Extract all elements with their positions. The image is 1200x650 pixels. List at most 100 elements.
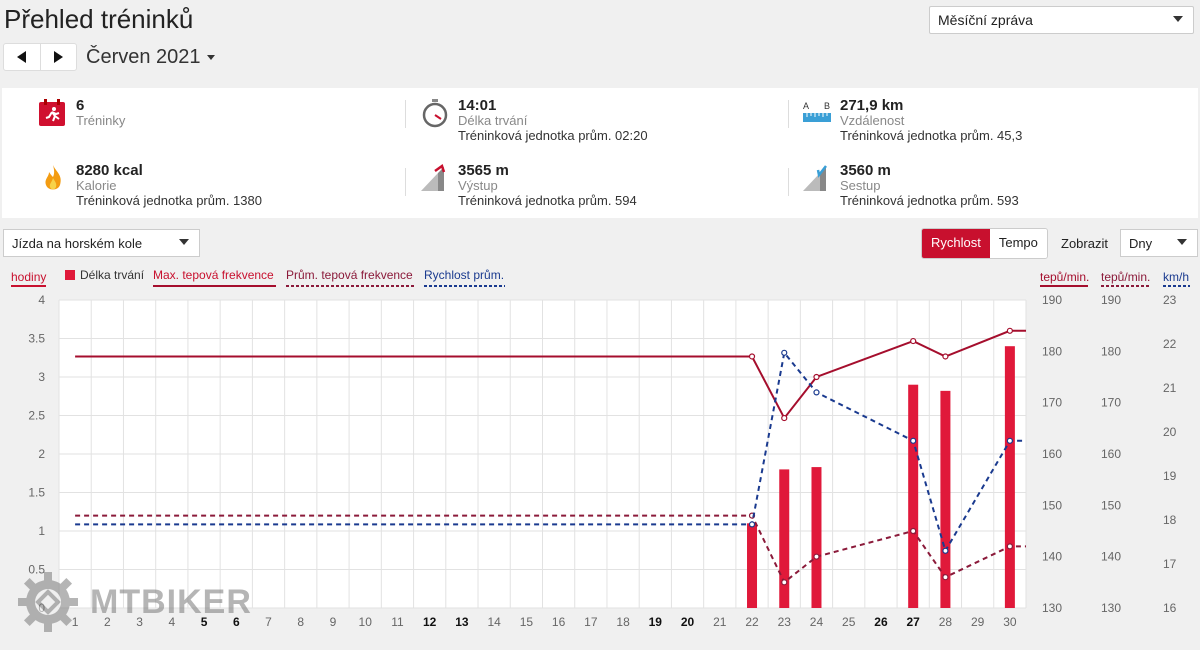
- divider: [405, 168, 406, 196]
- divider: [788, 100, 789, 128]
- speed-tick-label: 22: [1163, 337, 1177, 351]
- speed-tick-label: 18: [1163, 513, 1177, 527]
- x-tick-label: 28: [939, 615, 953, 629]
- y-tick-label: 2: [38, 447, 45, 461]
- hr-avg-tick-label: 190: [1101, 293, 1121, 307]
- distance-label: Vzdálenost: [840, 113, 905, 128]
- watermark: MTBIKER: [16, 570, 252, 634]
- divider: [405, 100, 406, 128]
- avg-hr-line-point: [813, 553, 820, 560]
- hr-max-tick-label: 150: [1042, 498, 1062, 512]
- hr-avg-tick-label: 150: [1101, 498, 1121, 512]
- x-tick-label: 1: [72, 615, 79, 629]
- period-select[interactable]: Dny: [1120, 229, 1198, 257]
- prev-month-button[interactable]: [4, 44, 40, 70]
- stopwatch-icon: [422, 99, 448, 128]
- hr-max-tick-label: 180: [1042, 344, 1062, 358]
- svg-text:A: A: [803, 101, 809, 111]
- x-tick-label: 14: [487, 615, 501, 629]
- x-tick-label: 5: [201, 615, 208, 629]
- duration-bar: [908, 384, 919, 608]
- duration-bar: [811, 467, 822, 608]
- legend-duration-swatch: [65, 270, 75, 280]
- y-tick-label: 1: [38, 524, 45, 538]
- calories-label: Kalorie: [76, 178, 117, 193]
- distance-avg: Tréninková jednotka prům. 45,3: [840, 128, 1023, 143]
- x-tick-label: 20: [681, 615, 695, 629]
- training-chart: 00.511.522.533.5412345678910111213141516…: [11, 268, 1190, 629]
- left-axis-label: hodiny: [11, 270, 46, 284]
- speed-line-point: [942, 547, 949, 554]
- duration-avg: Tréninková jednotka prům. 02:20: [458, 128, 648, 143]
- max-hr-line-point: [910, 337, 917, 345]
- report-type-value: Měsíční zpráva: [938, 12, 1033, 28]
- x-tick-label: 13: [455, 615, 469, 629]
- avg-hr-line-point: [781, 579, 788, 586]
- hr-max-tick-label: 190: [1042, 293, 1062, 307]
- x-tick-label: 23: [778, 615, 792, 629]
- chart-mode-toggle: Rychlost Tempo: [921, 228, 1048, 259]
- x-tick-label: 15: [520, 615, 534, 629]
- month-label: Červen 2021: [86, 46, 201, 68]
- calendar-run-icon: [39, 99, 65, 126]
- x-tick-label: 4: [168, 615, 175, 629]
- hr-avg-tick-label: 170: [1101, 396, 1121, 410]
- hr-avg-axis-label: tepů/min.: [1101, 270, 1150, 284]
- speed-line-point: [813, 389, 820, 396]
- speed-line-point: [1006, 437, 1013, 444]
- max-hr-line-point: [781, 414, 788, 422]
- speed-tick-label: 20: [1163, 425, 1177, 439]
- hr-avg-tick-label: 160: [1101, 447, 1121, 461]
- distance-value: 271,9 km: [840, 97, 904, 114]
- descent-value: 3560 m: [840, 162, 891, 179]
- speed-tick-label: 17: [1163, 557, 1177, 571]
- x-tick-label: 6: [233, 615, 240, 629]
- ascent-value: 3565 m: [458, 162, 509, 179]
- max-hr-line-point: [748, 353, 756, 360]
- y-tick-label: 4: [38, 293, 45, 307]
- x-tick-label: 27: [907, 615, 921, 629]
- next-month-button[interactable]: [39, 44, 77, 70]
- calories-avg: Tréninková jednotka prům. 1380: [76, 193, 262, 208]
- max-hr-line: [75, 329, 1026, 420]
- hr-avg-tick-label: 140: [1101, 550, 1121, 564]
- speed-line-point: [910, 437, 917, 444]
- ascent-icon: [421, 163, 446, 191]
- ascent-label: Výstup: [458, 178, 498, 193]
- x-tick-label: 11: [391, 615, 404, 629]
- speed-line: [75, 350, 1026, 554]
- chevron-down-icon: [1173, 16, 1183, 22]
- duration-value: 14:01: [458, 97, 497, 114]
- activity-select[interactable]: Jízda na horském kole: [3, 229, 200, 257]
- y-tick-label: 1.5: [28, 486, 45, 500]
- show-label: Zobrazit: [1061, 236, 1108, 251]
- report-type-select[interactable]: Měsíční zpráva: [929, 6, 1194, 34]
- x-tick-label: 21: [713, 615, 727, 629]
- speed-tick-label: 23: [1163, 293, 1177, 307]
- hr-max-axis-label: tepů/min.: [1040, 270, 1089, 284]
- workouts-value: 6: [76, 97, 85, 114]
- duration-bar: [940, 390, 951, 608]
- max-hr-line-point: [1006, 327, 1013, 334]
- speed-line-point: [748, 521, 756, 528]
- page-title: Přehled tréninků: [4, 4, 194, 34]
- max-hr-line-point: [813, 373, 820, 381]
- speed-button[interactable]: Rychlost: [922, 229, 990, 258]
- speed-tick-label: 16: [1163, 601, 1177, 615]
- x-tick-label: 16: [552, 615, 566, 629]
- x-tick-label: 22: [745, 615, 759, 629]
- speed-tick-label: 19: [1163, 469, 1177, 483]
- y-tick-label: 3.5: [28, 332, 45, 346]
- duration-bar: [747, 523, 758, 608]
- month-selector[interactable]: Červen 2021: [86, 46, 215, 69]
- legend-max-hr: Max. tepová frekvence: [153, 268, 274, 282]
- hr-avg-tick-label: 180: [1101, 344, 1121, 358]
- stats-panel: 6 Tréninky 14:01 Délka trvání Tréninková…: [2, 88, 1198, 218]
- month-nav: [3, 43, 77, 71]
- workouts-label: Tréninky: [76, 113, 126, 128]
- duration-bar: [1004, 346, 1015, 608]
- descent-label: Sestup: [840, 178, 881, 193]
- pace-button[interactable]: Tempo: [989, 229, 1047, 258]
- x-tick-label: 12: [423, 615, 437, 629]
- descent-icon: [803, 165, 827, 191]
